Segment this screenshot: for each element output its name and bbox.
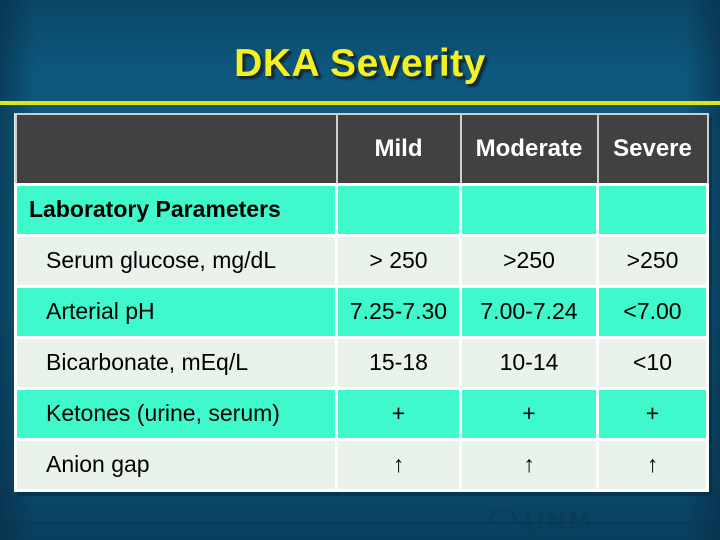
cell-severe: <10 (596, 335, 709, 390)
watermark-text: UNM (525, 507, 593, 537)
cell-mild: ↑ (335, 437, 462, 492)
section-header-label: Laboratory Parameters (14, 182, 338, 237)
section-header-row: Laboratory Parameters (14, 182, 709, 237)
cell-mild: 15-18 (335, 335, 462, 390)
unm-logo-icon (481, 501, 525, 540)
table-header-row: Mild Moderate Severe (14, 113, 709, 186)
empty-cell (335, 182, 462, 237)
cell-moderate: 7.00-7.24 (459, 284, 599, 339)
row-label: Serum glucose, mg/dL (14, 233, 338, 288)
column-header-mild: Mild (335, 113, 462, 186)
title-underline (0, 101, 720, 105)
cell-mild: + (335, 386, 462, 441)
column-header-severe: Severe (596, 113, 709, 186)
row-label: Bicarbonate, mEq/L (14, 335, 338, 390)
empty-cell (459, 182, 599, 237)
cell-moderate: 10-14 (459, 335, 599, 390)
cell-moderate: >250 (459, 233, 599, 288)
cell-severe: >250 (596, 233, 709, 288)
row-label: Ketones (urine, serum) (14, 386, 338, 441)
slide-title: DKA Severity (234, 42, 486, 85)
row-label: Arterial pH (14, 284, 338, 339)
empty-cell (596, 182, 709, 237)
footer-divider (30, 522, 690, 524)
table-row-serum-glucose: Serum glucose, mg/dL > 250 >250 >250 (14, 233, 709, 288)
table-row-ketones: Ketones (urine, serum) + + + (14, 386, 709, 441)
cell-severe: + (596, 386, 709, 441)
cell-mild: > 250 (335, 233, 462, 288)
corner-cell (14, 113, 338, 186)
unm-watermark: UNM (481, 501, 593, 540)
table-row-bicarbonate: Bicarbonate, mEq/L 15-18 10-14 <10 (14, 335, 709, 390)
cell-moderate: + (459, 386, 599, 441)
row-label: Anion gap (14, 437, 338, 492)
cell-mild: 7.25-7.30 (335, 284, 462, 339)
cell-severe: <7.00 (596, 284, 709, 339)
table-row-anion-gap: Anion gap ↑ ↑ ↑ (14, 437, 709, 492)
severity-table: Mild Moderate Severe Laboratory Paramete… (14, 113, 709, 492)
table-row-arterial-ph: Arterial pH 7.25-7.30 7.00-7.24 <7.00 (14, 284, 709, 339)
cell-severe: ↑ (596, 437, 709, 492)
cell-moderate: ↑ (459, 437, 599, 492)
column-header-moderate: Moderate (459, 113, 599, 186)
